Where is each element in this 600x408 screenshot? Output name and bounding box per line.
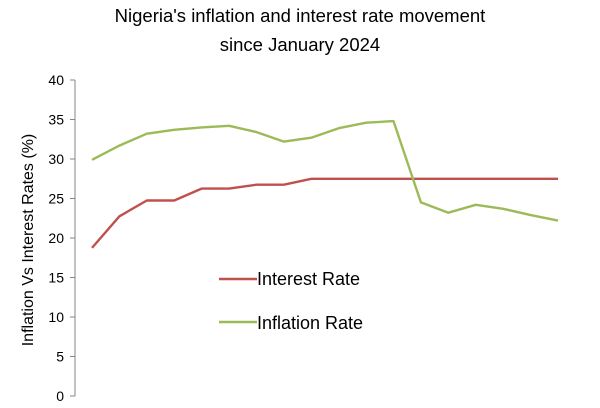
legend: Interest Rate Inflation Rate: [219, 269, 363, 333]
y-tick-label: 35: [48, 112, 64, 128]
y-tick-label: 20: [48, 230, 64, 246]
y-tick-label: 0: [56, 388, 64, 404]
chart-title-line-1: Nigeria's inflation and interest rate mo…: [115, 5, 486, 26]
y-axis-ticks: 0 5 10 15 20 25 30 35 40: [48, 72, 75, 404]
legend-label-inflation-rate: Inflation Rate: [257, 313, 363, 333]
y-tick-label: 30: [48, 151, 64, 167]
legend-label-interest-rate: Interest Rate: [257, 269, 360, 289]
y-tick-label: 25: [48, 191, 64, 207]
y-tick-label: 15: [48, 270, 64, 286]
y-tick-label: 5: [56, 349, 64, 365]
series-line-inflation-rate: [91, 119, 559, 222]
series-layer: [91, 119, 559, 249]
y-tick-label: 40: [48, 72, 64, 88]
y-tick-label: 10: [48, 309, 64, 325]
chart-title-line-2: since January 2024: [220, 34, 380, 55]
series-line-interest-rate: [91, 177, 558, 249]
y-axis-label: Inflation Vs Interest Rates (%): [20, 134, 37, 347]
